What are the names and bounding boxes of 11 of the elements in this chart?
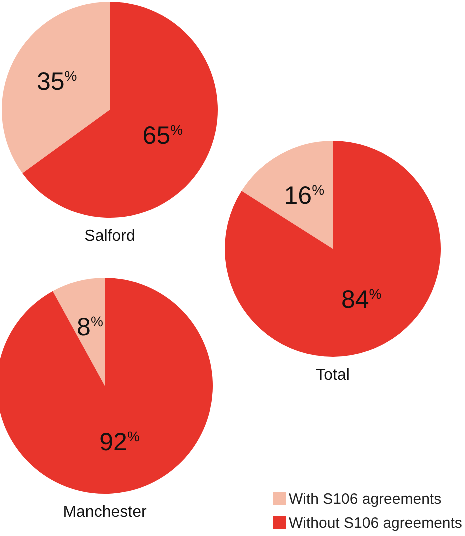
text: Total (315, 367, 351, 385)
text: Manchester (62, 504, 148, 522)
legend-label: Without S106 agreements (288, 514, 462, 534)
text: Salford (84, 228, 136, 246)
data-label: 84% (341, 286, 382, 314)
data-label: 16% (284, 182, 325, 210)
data-label: 92% (100, 428, 140, 456)
data-label: 35% (36, 68, 78, 96)
data-label: 65% (142, 122, 184, 150)
data-label: 8% (77, 313, 104, 342)
legend-label: With S106 agreements (288, 490, 443, 510)
